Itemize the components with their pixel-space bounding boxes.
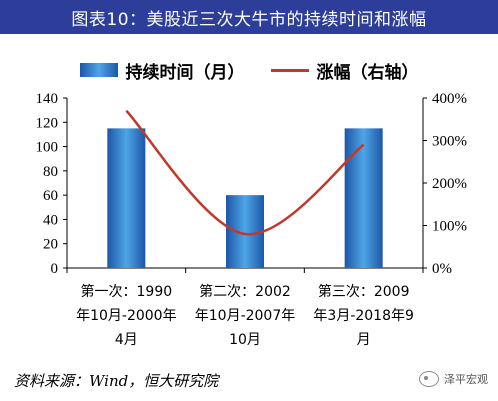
x-category-label: 4月 (115, 332, 138, 348)
legend-line-swatch (270, 68, 309, 72)
x-category-label: 第二次：2002 (199, 283, 291, 300)
x-category-label: 年10月-2000年 (76, 308, 177, 324)
y-left-tick-label: 100 (36, 140, 59, 156)
y-right-tick-label: 0% (432, 261, 452, 277)
gain-line (125, 109, 365, 236)
figure-title-bar: 图表10：美股近三次大牛市的持续时间和涨幅 (0, 0, 498, 34)
duration-bar (226, 195, 264, 268)
legend-label-duration: 持续时间（月） (125, 62, 245, 83)
y-right-tick-label: 400% (432, 91, 467, 107)
figure-title: 图表10：美股近三次大牛市的持续时间和涨幅 (71, 9, 427, 30)
y-left-tick-label: 0 (51, 261, 59, 277)
x-category-label: 第三次：2009 (318, 283, 410, 300)
wechat-logo-icon (419, 371, 439, 387)
source-note: 资料来源：Wind，恒大研究院 (14, 372, 219, 390)
duration-bar (344, 128, 383, 268)
legend-bar-swatch (79, 63, 118, 77)
y-right-tick-label: 300% (432, 134, 467, 150)
watermark-text: 泽平宏观 (444, 373, 488, 386)
watermark: 泽平宏观 (419, 371, 488, 387)
y-left-tick-label: 120 (36, 115, 59, 131)
chart-legend: 持续时间（月） 涨幅（右轴） (0, 50, 498, 90)
legend-label-gain: 涨幅（右轴） (316, 62, 419, 83)
legend-item-duration: 持续时间（月） (79, 58, 245, 83)
x-category-label: 10月 (229, 332, 261, 348)
y-right-tick-label: 100% (432, 219, 467, 235)
y-left-tick-label: 140 (36, 91, 59, 107)
y-right-tick-label: 200% (432, 176, 467, 192)
duration-bar (107, 128, 146, 268)
x-category-label: 年10月-2007年 (195, 308, 296, 324)
x-category-label: 月 (357, 332, 371, 348)
bull-market-chart: 0 20 40 60 80 100 120 140 0% 100% 200% 300% 400% 第一次：… (36, 91, 468, 348)
y-left-tick-label: 60 (43, 188, 58, 204)
y-left-tick-label: 40 (43, 212, 58, 228)
x-category-label: 年3月-2018年9 (313, 308, 414, 324)
y-left-tick-label: 80 (43, 164, 58, 180)
legend-item-gain: 涨幅（右轴） (270, 58, 419, 83)
y-left-tick-label: 20 (43, 237, 58, 253)
x-category-label: 第一次：1990 (81, 283, 173, 300)
